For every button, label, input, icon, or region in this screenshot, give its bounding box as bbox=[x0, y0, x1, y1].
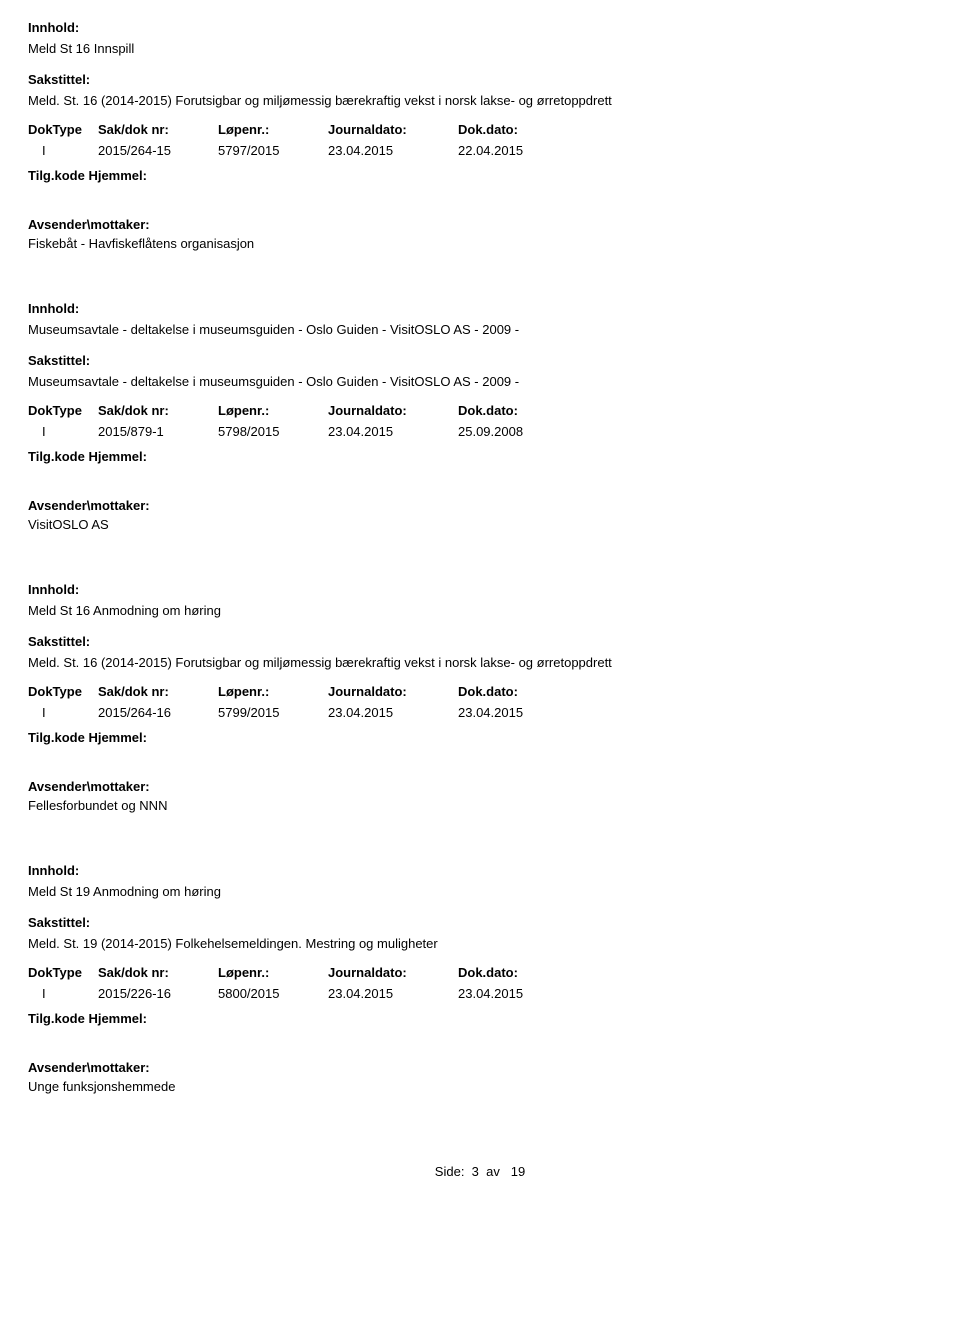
sakstittel-value: Meld. St. 16 (2014-2015) Forutsigbar og … bbox=[28, 655, 932, 670]
sakdok-value: 2015/264-15 bbox=[98, 143, 218, 158]
lopenr-header: Løpenr.: bbox=[218, 684, 328, 699]
sakstittel-value: Meld. St. 16 (2014-2015) Forutsigbar og … bbox=[28, 93, 932, 108]
table-row: I 2015/264-15 5797/2015 23.04.2015 22.04… bbox=[28, 143, 932, 158]
record: Innhold: Museumsavtale - deltakelse i mu… bbox=[28, 301, 932, 532]
sakdok-header: Sak/dok nr: bbox=[98, 122, 218, 137]
record: Innhold: Meld St 16 Anmodning om høring … bbox=[28, 582, 932, 813]
table-row: I 2015/264-16 5799/2015 23.04.2015 23.04… bbox=[28, 705, 932, 720]
avsender-value: Unge funksjonshemmede bbox=[28, 1079, 932, 1094]
sakstittel-label: Sakstittel: bbox=[28, 915, 932, 930]
avsender-value: VisitOSLO AS bbox=[28, 517, 932, 532]
avsender-label: Avsender\mottaker: bbox=[28, 1060, 932, 1075]
avsender-value: Fiskebåt - Havfiskeflåtens organisasjon bbox=[28, 236, 932, 251]
table-row: I 2015/879-1 5798/2015 23.04.2015 25.09.… bbox=[28, 424, 932, 439]
journaldato-value: 23.04.2015 bbox=[328, 986, 458, 1001]
lopenr-value: 5799/2015 bbox=[218, 705, 328, 720]
doktype-value: I bbox=[28, 705, 98, 720]
dokdato-value: 23.04.2015 bbox=[458, 986, 578, 1001]
journaldato-value: 23.04.2015 bbox=[328, 424, 458, 439]
innhold-label: Innhold: bbox=[28, 582, 932, 597]
doktype-header: DokType bbox=[28, 965, 98, 980]
record: Innhold: Meld St 16 Innspill Sakstittel:… bbox=[28, 20, 932, 251]
page-current: 3 bbox=[472, 1164, 479, 1179]
sakdok-header: Sak/dok nr: bbox=[98, 403, 218, 418]
innhold-label: Innhold: bbox=[28, 301, 932, 316]
journaldato-value: 23.04.2015 bbox=[328, 705, 458, 720]
sakdok-value: 2015/264-16 bbox=[98, 705, 218, 720]
av-label: av bbox=[486, 1164, 500, 1179]
lopenr-header: Løpenr.: bbox=[218, 122, 328, 137]
doktype-value: I bbox=[28, 143, 98, 158]
lopenr-header: Løpenr.: bbox=[218, 965, 328, 980]
sakdok-value: 2015/879-1 bbox=[98, 424, 218, 439]
tilgkode-hjemmel-label: Tilg.kode Hjemmel: bbox=[28, 449, 932, 464]
journaldato-header: Journaldato: bbox=[328, 684, 458, 699]
journaldato-value: 23.04.2015 bbox=[328, 143, 458, 158]
avsender-value: Fellesforbundet og NNN bbox=[28, 798, 932, 813]
dokdato-value: 25.09.2008 bbox=[458, 424, 578, 439]
lopenr-value: 5800/2015 bbox=[218, 986, 328, 1001]
table-header: DokType Sak/dok nr: Løpenr.: Journaldato… bbox=[28, 122, 932, 137]
record: Innhold: Meld St 19 Anmodning om høring … bbox=[28, 863, 932, 1094]
innhold-label: Innhold: bbox=[28, 20, 932, 35]
dokdato-value: 22.04.2015 bbox=[458, 143, 578, 158]
side-label: Side: bbox=[435, 1164, 465, 1179]
journaldato-header: Journaldato: bbox=[328, 965, 458, 980]
sakstittel-label: Sakstittel: bbox=[28, 72, 932, 87]
dokdato-header: Dok.dato: bbox=[458, 965, 578, 980]
table-header: DokType Sak/dok nr: Løpenr.: Journaldato… bbox=[28, 965, 932, 980]
doktype-header: DokType bbox=[28, 122, 98, 137]
doktype-value: I bbox=[28, 424, 98, 439]
dokdato-header: Dok.dato: bbox=[458, 122, 578, 137]
sakstittel-label: Sakstittel: bbox=[28, 634, 932, 649]
lopenr-value: 5797/2015 bbox=[218, 143, 328, 158]
innhold-value: Meld St 16 Innspill bbox=[28, 41, 932, 56]
dokdato-header: Dok.dato: bbox=[458, 403, 578, 418]
page-footer: Side: 3 av 19 bbox=[28, 1164, 932, 1179]
innhold-value: Museumsavtale - deltakelse i museumsguid… bbox=[28, 322, 932, 337]
tilgkode-hjemmel-label: Tilg.kode Hjemmel: bbox=[28, 168, 932, 183]
lopenr-header: Løpenr.: bbox=[218, 403, 328, 418]
journaldato-header: Journaldato: bbox=[328, 403, 458, 418]
doktype-header: DokType bbox=[28, 403, 98, 418]
avsender-label: Avsender\mottaker: bbox=[28, 217, 932, 232]
page-total: 19 bbox=[511, 1164, 525, 1179]
doktype-value: I bbox=[28, 986, 98, 1001]
table-header: DokType Sak/dok nr: Løpenr.: Journaldato… bbox=[28, 684, 932, 699]
sakstittel-value: Museumsavtale - deltakelse i museumsguid… bbox=[28, 374, 932, 389]
sakdok-header: Sak/dok nr: bbox=[98, 965, 218, 980]
innhold-label: Innhold: bbox=[28, 863, 932, 878]
avsender-label: Avsender\mottaker: bbox=[28, 498, 932, 513]
dokdato-value: 23.04.2015 bbox=[458, 705, 578, 720]
dokdato-header: Dok.dato: bbox=[458, 684, 578, 699]
sakstittel-label: Sakstittel: bbox=[28, 353, 932, 368]
table-row: I 2015/226-16 5800/2015 23.04.2015 23.04… bbox=[28, 986, 932, 1001]
doktype-header: DokType bbox=[28, 684, 98, 699]
innhold-value: Meld St 19 Anmodning om høring bbox=[28, 884, 932, 899]
innhold-value: Meld St 16 Anmodning om høring bbox=[28, 603, 932, 618]
sakdok-value: 2015/226-16 bbox=[98, 986, 218, 1001]
sakstittel-value: Meld. St. 19 (2014-2015) Folkehelsemeldi… bbox=[28, 936, 932, 951]
sakdok-header: Sak/dok nr: bbox=[98, 684, 218, 699]
lopenr-value: 5798/2015 bbox=[218, 424, 328, 439]
table-header: DokType Sak/dok nr: Løpenr.: Journaldato… bbox=[28, 403, 932, 418]
journaldato-header: Journaldato: bbox=[328, 122, 458, 137]
tilgkode-hjemmel-label: Tilg.kode Hjemmel: bbox=[28, 730, 932, 745]
avsender-label: Avsender\mottaker: bbox=[28, 779, 932, 794]
tilgkode-hjemmel-label: Tilg.kode Hjemmel: bbox=[28, 1011, 932, 1026]
